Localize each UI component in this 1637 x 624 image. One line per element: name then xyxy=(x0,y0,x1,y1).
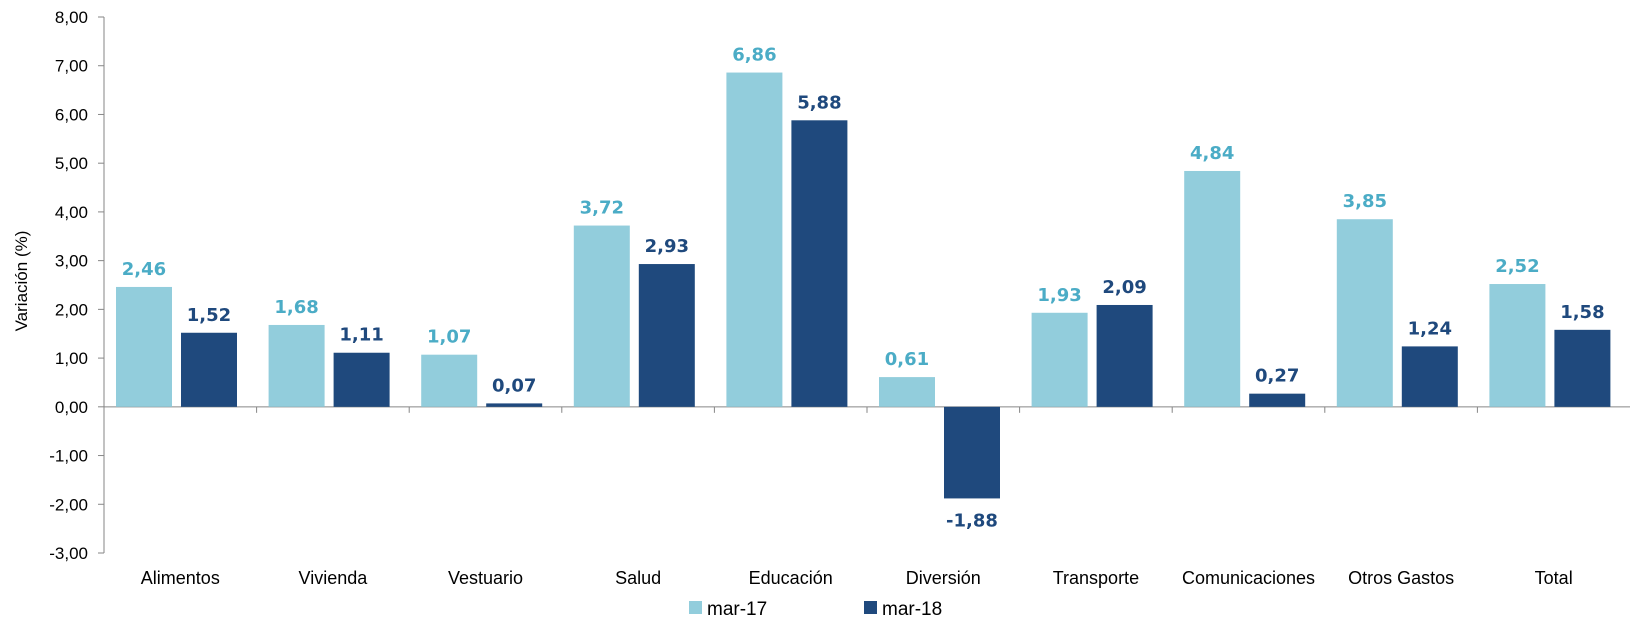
data-label-mar-17: 1,07 xyxy=(427,327,471,348)
legend-label: mar-17 xyxy=(707,599,767,620)
legend-label: mar-18 xyxy=(882,599,942,620)
data-label-mar-18: 1,52 xyxy=(187,305,231,326)
y-tick-label: 5,00 xyxy=(55,154,88,173)
data-label-mar-17: 2,52 xyxy=(1495,256,1539,277)
data-label-mar-18: 0,07 xyxy=(492,375,536,396)
x-tick-label: Salud xyxy=(615,568,661,588)
bar-mar-17 xyxy=(1031,312,1088,407)
bar-mar-18 xyxy=(1401,346,1458,407)
data-label-mar-18: 0,27 xyxy=(1255,366,1299,387)
y-axis-title: Variación (%) xyxy=(12,231,31,332)
bar-mar-18 xyxy=(486,403,543,407)
y-tick-label: 8,00 xyxy=(55,8,88,27)
bar-mar-17 xyxy=(1489,284,1546,407)
x-tick-label: Otros Gastos xyxy=(1348,568,1454,588)
data-label-mar-18: 1,11 xyxy=(339,325,383,346)
bar-mar-18 xyxy=(791,120,848,407)
y-tick-label: 6,00 xyxy=(55,105,88,124)
y-tick-label: -1,00 xyxy=(49,447,88,466)
y-tick-label: 7,00 xyxy=(55,57,88,76)
bars xyxy=(116,72,1611,499)
bar-mar-17 xyxy=(1184,170,1241,407)
y-tick-label: -3,00 xyxy=(49,544,88,563)
bar-mar-17 xyxy=(421,354,478,407)
bar-mar-18 xyxy=(638,264,695,407)
legend: mar-17 mar-18 xyxy=(689,599,942,620)
bar-mar-17 xyxy=(573,225,630,407)
bar-mar-17 xyxy=(116,286,172,407)
y-tick-label: 2,00 xyxy=(55,300,88,319)
data-label-mar-17: 6,86 xyxy=(732,45,776,66)
bar-mar-17 xyxy=(726,72,783,407)
x-tick-label: Total xyxy=(1535,568,1573,588)
data-label-mar-18: 5,88 xyxy=(797,92,841,113)
x-tick-label: Vivienda xyxy=(299,568,369,588)
bar-mar-17 xyxy=(1336,219,1393,407)
data-label-mar-18: 2,93 xyxy=(645,236,689,257)
x-tick-label: Alimentos xyxy=(141,568,220,588)
data-label-mar-17: 4,84 xyxy=(1190,143,1234,164)
y-tick-label: 3,00 xyxy=(55,252,88,271)
axes: 8,00 7,00 6,00 5,00 4,00 3,00 2,00 1,00 0,00 -1,0… xyxy=(12,8,1630,588)
data-label-mar-17: 3,85 xyxy=(1343,191,1387,212)
bar-mar-18 xyxy=(944,406,1000,499)
y-tick-label: 0,00 xyxy=(55,398,88,417)
data-label-mar-17: 2,46 xyxy=(122,259,166,280)
bar-mar-18 xyxy=(1249,393,1306,407)
x-tick-label: Vestuario xyxy=(448,568,523,588)
x-tick-label: Diversión xyxy=(906,568,981,588)
x-tick-label: Educación xyxy=(749,568,833,588)
y-tick-label: 4,00 xyxy=(55,203,88,222)
bar-mar-18 xyxy=(181,332,237,407)
data-label-mar-17: 1,68 xyxy=(274,297,318,318)
bar-mar-18 xyxy=(1554,329,1611,407)
bar-mar-18 xyxy=(333,352,390,407)
x-tick-label: Comunicaciones xyxy=(1182,568,1315,588)
data-labels: 2,46 1,52 1,68 1,11 1,07 0,07 3,72 2,93 6,86 5,88… xyxy=(122,45,1605,532)
data-label-mar-18: 2,09 xyxy=(1102,277,1146,298)
legend-swatch xyxy=(864,601,877,614)
x-tick-label: Transporte xyxy=(1053,568,1139,588)
data-label-mar-17: 3,72 xyxy=(580,198,624,219)
y-tick-label: 1,00 xyxy=(55,349,88,368)
data-label-mar-18: 1,58 xyxy=(1560,302,1604,323)
bar-mar-18 xyxy=(1096,304,1153,407)
data-label-mar-18: 1,24 xyxy=(1408,318,1452,339)
y-tick-label: -2,00 xyxy=(49,495,88,514)
legend-swatch xyxy=(689,601,702,614)
data-label-mar-17: 1,93 xyxy=(1037,285,1081,306)
data-label-mar-18: -1,88 xyxy=(946,510,998,531)
bar-mar-17 xyxy=(268,324,325,407)
data-label-mar-17: 0,61 xyxy=(885,349,929,370)
bar-mar-17 xyxy=(879,377,935,407)
